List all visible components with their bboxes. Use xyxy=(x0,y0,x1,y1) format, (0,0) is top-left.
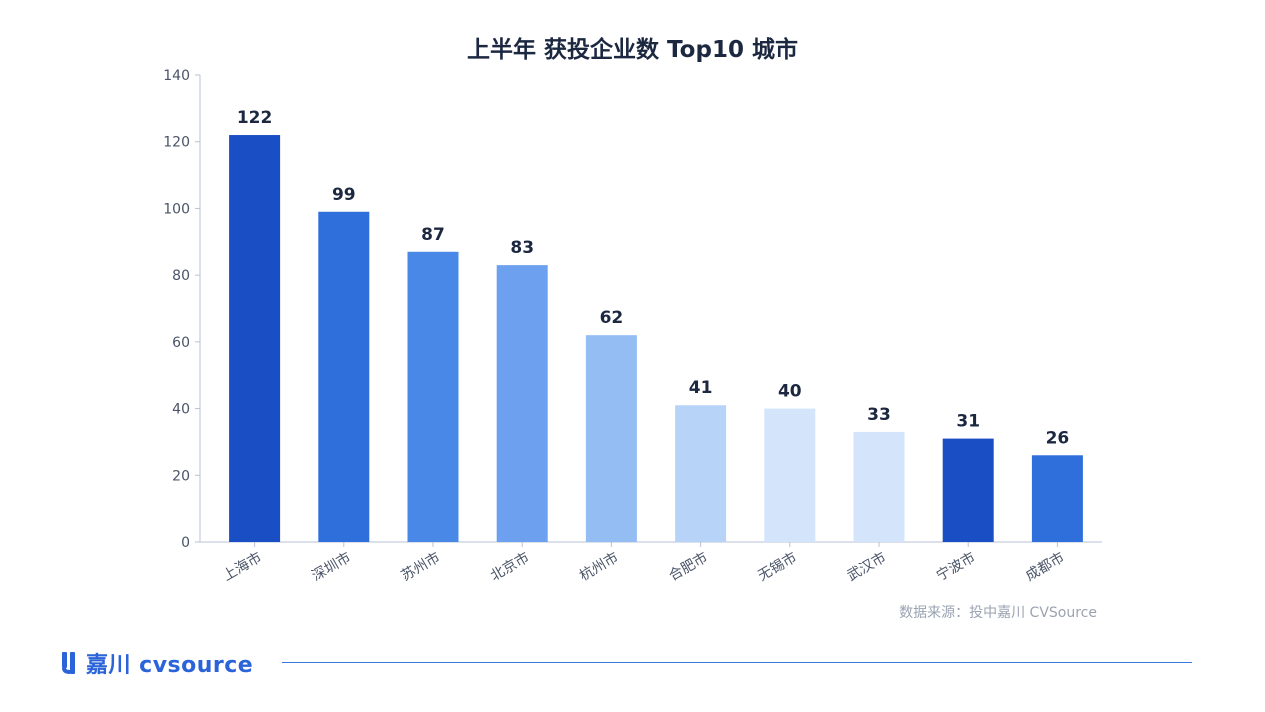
x-tick-label: 宁波市 xyxy=(933,549,978,585)
y-tick-label: 140 xyxy=(163,68,190,84)
y-tick-label: 40 xyxy=(172,402,190,418)
cvsource-logo-icon xyxy=(62,652,75,674)
y-tick-label: 100 xyxy=(163,201,190,217)
x-tick-label: 成都市 xyxy=(1023,549,1068,585)
bar xyxy=(318,211,370,542)
bar xyxy=(764,408,816,542)
bar xyxy=(496,265,548,542)
value-label: 62 xyxy=(600,308,624,328)
y-tick-label: 80 xyxy=(172,268,190,284)
value-label: 31 xyxy=(956,412,980,432)
x-tick-label: 合肥市 xyxy=(666,549,711,585)
y-tick-label: 60 xyxy=(172,335,190,351)
source-note: 数据来源：投中嘉川 CVSource xyxy=(899,605,1097,621)
x-tick-label: 无锡市 xyxy=(755,549,800,585)
value-label: 26 xyxy=(1046,428,1070,448)
x-tick-label: 深圳市 xyxy=(309,549,354,585)
value-label: 83 xyxy=(510,238,534,258)
bar xyxy=(229,135,281,543)
y-tick-label: 120 xyxy=(163,135,190,151)
bar xyxy=(407,251,459,543)
bar xyxy=(942,438,994,542)
footer-divider xyxy=(282,662,1192,663)
bar xyxy=(675,405,727,542)
value-label: 122 xyxy=(237,108,273,128)
value-label: 41 xyxy=(689,378,713,398)
bar xyxy=(1031,455,1083,542)
x-tick-label: 武汉市 xyxy=(844,549,889,585)
bar xyxy=(585,335,637,542)
x-tick-label: 杭州市 xyxy=(577,549,622,585)
value-label: 87 xyxy=(421,225,445,245)
chart-title: 上半年 获投企业数 Top10 城市 xyxy=(467,37,798,63)
x-tick-label: 苏州市 xyxy=(398,549,443,585)
value-label: 33 xyxy=(867,405,891,425)
x-tick-label: 北京市 xyxy=(487,549,532,585)
x-tick-label: 上海市 xyxy=(220,549,265,585)
y-tick-label: 0 xyxy=(181,535,190,551)
value-label: 99 xyxy=(332,185,356,205)
y-tick-label: 20 xyxy=(172,468,190,484)
brand-logo[interactable]: 嘉川 cvsource xyxy=(60,647,253,679)
bar xyxy=(853,431,905,542)
value-label: 40 xyxy=(778,382,802,402)
brand-name: 嘉川 cvsource xyxy=(86,653,254,678)
